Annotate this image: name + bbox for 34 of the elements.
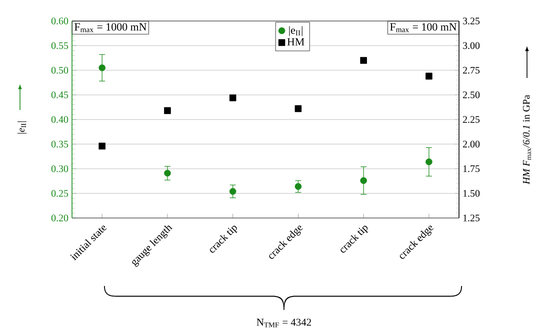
y-tick-label: 0.40 (51, 116, 68, 123)
point (360, 177, 367, 184)
y2-tick-label: 3.25 (463, 18, 480, 24)
point (360, 57, 367, 64)
y2-tick-label: 2.50 (462, 91, 480, 98)
y-tick-label: 0.55 (51, 42, 68, 50)
y-tick-label: 0.45 (51, 91, 68, 98)
y-tick-label: 0.20 (51, 214, 68, 222)
y-axis-title: |e$_{II}$| (17, 121, 27, 134)
point (98, 142, 106, 150)
legend-label: HM (287, 38, 304, 46)
annotation: F$_{max}$ = 100 mN (390, 23, 457, 32)
point (294, 183, 302, 190)
y2-tick-label: 2.00 (462, 140, 480, 148)
y2-tick-label: 1.50 (463, 190, 480, 197)
y2-tick-label: 2.25 (462, 116, 480, 123)
point (164, 170, 171, 177)
point (229, 94, 236, 102)
y-tick-label: 0.30 (51, 165, 68, 172)
point (229, 188, 236, 195)
y-tick-label: 0.50 (51, 66, 68, 74)
y-tick-label: 0.25 (51, 190, 68, 197)
y-tick-label: 0.35 (51, 140, 68, 148)
y-tick-label: 0.60 (51, 18, 68, 24)
annotation: F$_{max}$ = 1000 mN (74, 23, 146, 32)
y2-tick-label: 1.75 (463, 165, 480, 172)
y2-tick-label: 3.00 (463, 42, 480, 50)
y2-tick-label: 1.25 (463, 214, 480, 222)
y2-axis-title: HM F$_{max}$/6/0.1 in GPa (522, 94, 532, 184)
point (426, 158, 432, 166)
text: N$_{TMF}$ = 4342 (256, 318, 311, 328)
legend-label: |e$_{II}$| (289, 26, 302, 36)
y2-tick-label: 2.75 (462, 66, 480, 74)
point (98, 64, 106, 72)
